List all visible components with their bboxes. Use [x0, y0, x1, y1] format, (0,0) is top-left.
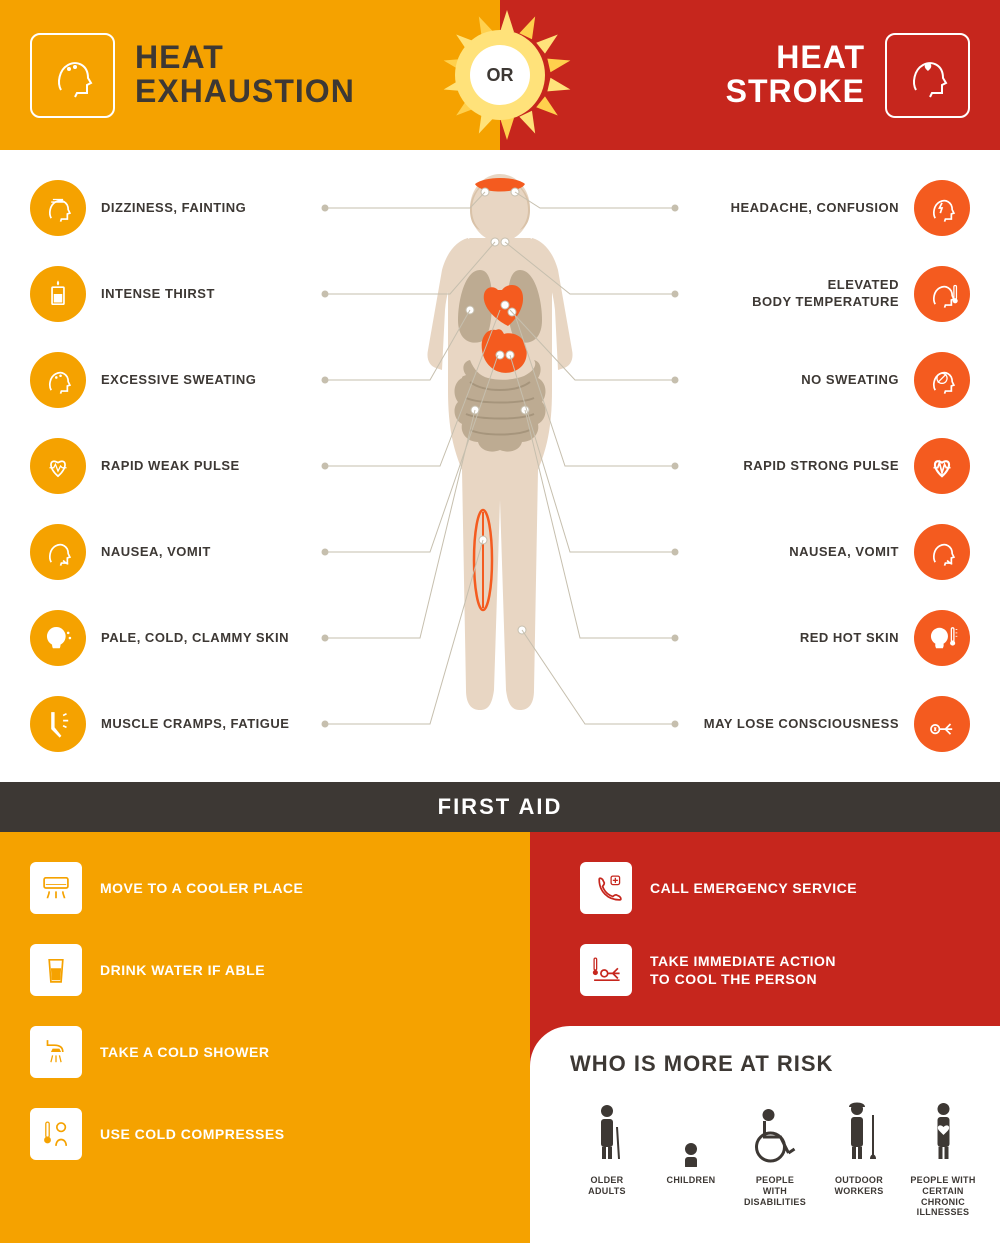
symptom-row: MAY LOSE CONSCIOUSNESS [670, 696, 970, 752]
first-aid-item: TAKE A COLD SHOWER [30, 1026, 500, 1078]
symptom-label: ELEVATEDBODY TEMPERATURE [752, 277, 899, 311]
risk-label: PEOPLEWITH DISABILITIES [738, 1175, 812, 1207]
symptom-label: RAPID STRONG PULSE [743, 458, 899, 475]
risk-item: PEOPLE WITH CERTAINCHRONIC ILLNESSES [906, 1097, 980, 1218]
cup-thirst-icon [30, 266, 86, 322]
worker-icon [832, 1097, 887, 1167]
child-icon [671, 1097, 711, 1167]
first-aid-item: CALL EMERGENCY SERVICE [580, 862, 970, 914]
header-left: HEAT EXHAUSTION [0, 0, 500, 150]
header: HEAT EXHAUSTION HEAT STROKE OR [0, 0, 1000, 150]
first-aid-label: TAKE A COLD SHOWER [100, 1043, 269, 1061]
first-aid-label: TAKE IMMEDIATE ACTIONTO COOL THE PERSON [650, 952, 836, 988]
heart-weak-icon [30, 438, 86, 494]
elderly-icon [582, 1097, 632, 1167]
title-line2: STROKE [726, 75, 865, 109]
risk-label: OLDERADULTS [588, 1175, 626, 1197]
symptoms-section: DIZZINESS, FAINTING INTENSE THIRST EXCESSI… [0, 150, 1000, 782]
heat-exhaustion-title: HEAT EXHAUSTION [135, 41, 355, 108]
heat-stroke-title: HEAT STROKE [726, 41, 865, 108]
symptom-row: MUSCLE CRAMPS, FATIGUE [30, 696, 330, 752]
first-aid-section: MOVE TO A COOLER PLACE DRINK WATER IF ABL… [0, 832, 1000, 1243]
first-aid-label: USE COLD COMPRESSES [100, 1125, 285, 1143]
symptom-label: DIZZINESS, FAINTING [101, 200, 246, 217]
first-aid-item: DRINK WATER IF ABLE [30, 944, 500, 996]
head-bolt-icon [914, 180, 970, 236]
or-label: OR [470, 45, 530, 105]
head-cold-icon [30, 610, 86, 666]
risk-panel: WHO IS MORE AT RISK OLDERADULTS CHILDREN P… [530, 1026, 1000, 1243]
head-temp-icon [914, 266, 970, 322]
symptoms-right-column: HEADACHE, CONFUSION ELEVATEDBODY TEMPERAT… [670, 180, 970, 752]
first-aid-item: USE COLD COMPRESSES [30, 1108, 500, 1160]
symptom-label: NAUSEA, VOMIT [101, 544, 211, 561]
thermo-person-icon [30, 1108, 82, 1160]
head-sweat-icon [30, 352, 86, 408]
symptom-row: DIZZINESS, FAINTING [30, 180, 330, 236]
symptom-row: NAUSEA, VOMIT [30, 524, 330, 580]
symptom-label: PALE, COLD, CLAMMY SKIN [101, 630, 289, 647]
symptom-label: RED HOT SKIN [800, 630, 899, 647]
first-aid-item: TAKE IMMEDIATE ACTIONTO COOL THE PERSON [580, 944, 970, 996]
shower-icon [30, 1026, 82, 1078]
head-vomit-icon [914, 524, 970, 580]
heat-exhaustion-icon [30, 33, 115, 118]
heart-strong-icon [914, 438, 970, 494]
risk-item: OUTDOORWORKERS [822, 1097, 896, 1218]
title-line1: HEAT [135, 41, 355, 75]
symptom-label: NO SWEATING [801, 372, 899, 389]
symptom-label: INTENSE THIRST [101, 286, 215, 303]
body-figure [370, 170, 630, 730]
heat-stroke-icon [885, 33, 970, 118]
risk-label: OUTDOORWORKERS [834, 1175, 883, 1197]
person-down-icon [914, 696, 970, 752]
risk-item: CHILDREN [654, 1097, 728, 1218]
head-dizzy-icon [30, 180, 86, 236]
risk-label: PEOPLE WITH CERTAINCHRONIC ILLNESSES [906, 1175, 980, 1218]
symptom-label: EXCESSIVE SWEATING [101, 372, 256, 389]
leg-cramp-icon [30, 696, 86, 752]
head-vomit-icon [30, 524, 86, 580]
symptom-label: NAUSEA, VOMIT [789, 544, 899, 561]
symptom-row: EXCESSIVE SWEATING [30, 352, 330, 408]
risk-item: PEOPLEWITH DISABILITIES [738, 1097, 812, 1218]
first-aid-label: CALL EMERGENCY SERVICE [650, 879, 857, 897]
risk-title: WHO IS MORE AT RISK [570, 1051, 980, 1077]
symptom-row: RAPID STRONG PULSE [670, 438, 970, 494]
symptom-row: ELEVATEDBODY TEMPERATURE [670, 266, 970, 322]
first-aid-label: DRINK WATER IF ABLE [100, 961, 265, 979]
title-line2: EXHAUSTION [135, 75, 355, 109]
person-lying-icon [580, 944, 632, 996]
symptom-label: MAY LOSE CONSCIOUSNESS [704, 716, 899, 733]
risk-label: CHILDREN [667, 1175, 716, 1186]
symptom-label: HEADACHE, CONFUSION [731, 200, 899, 217]
symptom-row: HEADACHE, CONFUSION [670, 180, 970, 236]
phone-plus-icon [580, 862, 632, 914]
first-aid-right: CALL EMERGENCY SERVICE TAKE IMMEDIATE ACT… [530, 832, 1000, 1243]
symptom-row: INTENSE THIRST [30, 266, 330, 322]
symptom-row: PALE, COLD, CLAMMY SKIN [30, 610, 330, 666]
or-badge: OR [435, 10, 565, 140]
chronic-icon [921, 1097, 966, 1167]
title-line1: HEAT [726, 41, 865, 75]
first-aid-bar: FIRST AID [0, 782, 1000, 832]
glass-water-icon [30, 944, 82, 996]
ac-unit-icon [30, 862, 82, 914]
first-aid-left: MOVE TO A COOLER PLACE DRINK WATER IF ABL… [0, 832, 530, 1243]
symptom-row: NAUSEA, VOMIT [670, 524, 970, 580]
first-aid-item: MOVE TO A COOLER PLACE [30, 862, 500, 914]
symptom-row: RAPID WEAK PULSE [30, 438, 330, 494]
first-aid-label: MOVE TO A COOLER PLACE [100, 879, 303, 897]
symptom-label: MUSCLE CRAMPS, FATIGUE [101, 716, 289, 733]
wheelchair-icon [748, 1097, 803, 1167]
no-sweat-icon [914, 352, 970, 408]
symptom-row: NO SWEATING [670, 352, 970, 408]
risk-item: OLDERADULTS [570, 1097, 644, 1218]
head-hot-icon [914, 610, 970, 666]
symptoms-left-column: DIZZINESS, FAINTING INTENSE THIRST EXCESSI… [30, 180, 330, 752]
symptom-label: RAPID WEAK PULSE [101, 458, 240, 475]
symptom-row: RED HOT SKIN [670, 610, 970, 666]
header-right: HEAT STROKE [500, 0, 1000, 150]
